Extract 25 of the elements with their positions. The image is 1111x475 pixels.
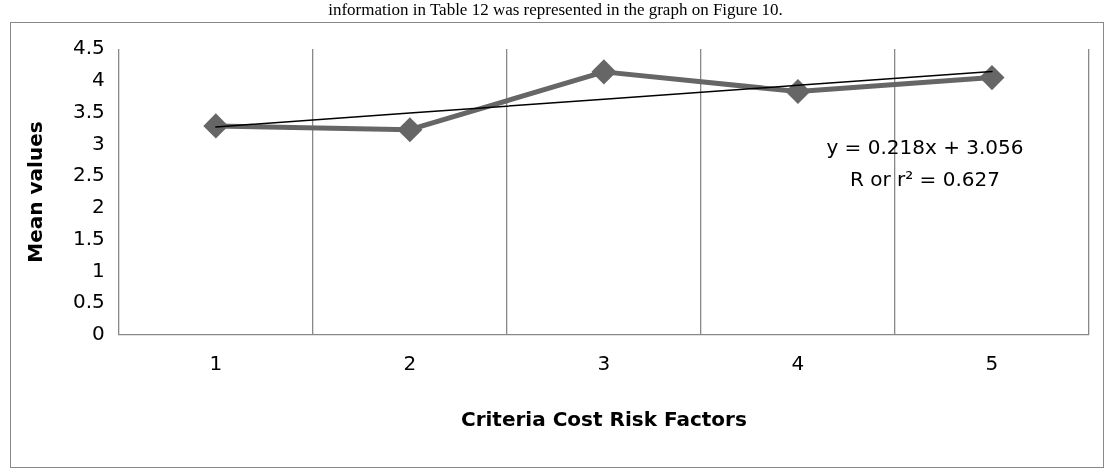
y-tick-label: 2 bbox=[92, 194, 105, 219]
text: information in Table 12 was represented in the graph on Figure 10. bbox=[327, 0, 784, 20]
x-tick-label: 4 bbox=[791, 351, 805, 376]
x-axis-title: Criteria Cost Risk Factors bbox=[460, 407, 747, 432]
y-tick-label: 3.5 bbox=[72, 98, 105, 123]
x-tick-label: 2 bbox=[403, 351, 417, 376]
y-tick-label: 3 bbox=[92, 130, 105, 155]
point bbox=[398, 118, 422, 142]
annotation: y = 0.218x + 3.056 bbox=[826, 135, 1024, 160]
x-tick-label: 5 bbox=[985, 351, 999, 376]
y-tick-label: 1 bbox=[92, 257, 105, 282]
point bbox=[204, 114, 228, 138]
y-tick-label: 1.5 bbox=[72, 225, 105, 250]
x-tick-label: 3 bbox=[597, 351, 611, 376]
y-tick-label: 2.5 bbox=[72, 162, 105, 187]
point bbox=[980, 66, 1004, 90]
y-axis-title: Mean values bbox=[23, 121, 48, 263]
y-tick-label: 4.5 bbox=[72, 35, 105, 60]
y-tick-label: 4 bbox=[92, 66, 105, 91]
y-tick-label: 0.5 bbox=[72, 289, 105, 314]
y-tick-label: 0 bbox=[92, 321, 105, 346]
x-tick-label: 1 bbox=[209, 351, 223, 376]
point bbox=[786, 80, 810, 104]
point bbox=[592, 60, 616, 84]
annotation: R or r² = 0.627 bbox=[849, 167, 1000, 192]
